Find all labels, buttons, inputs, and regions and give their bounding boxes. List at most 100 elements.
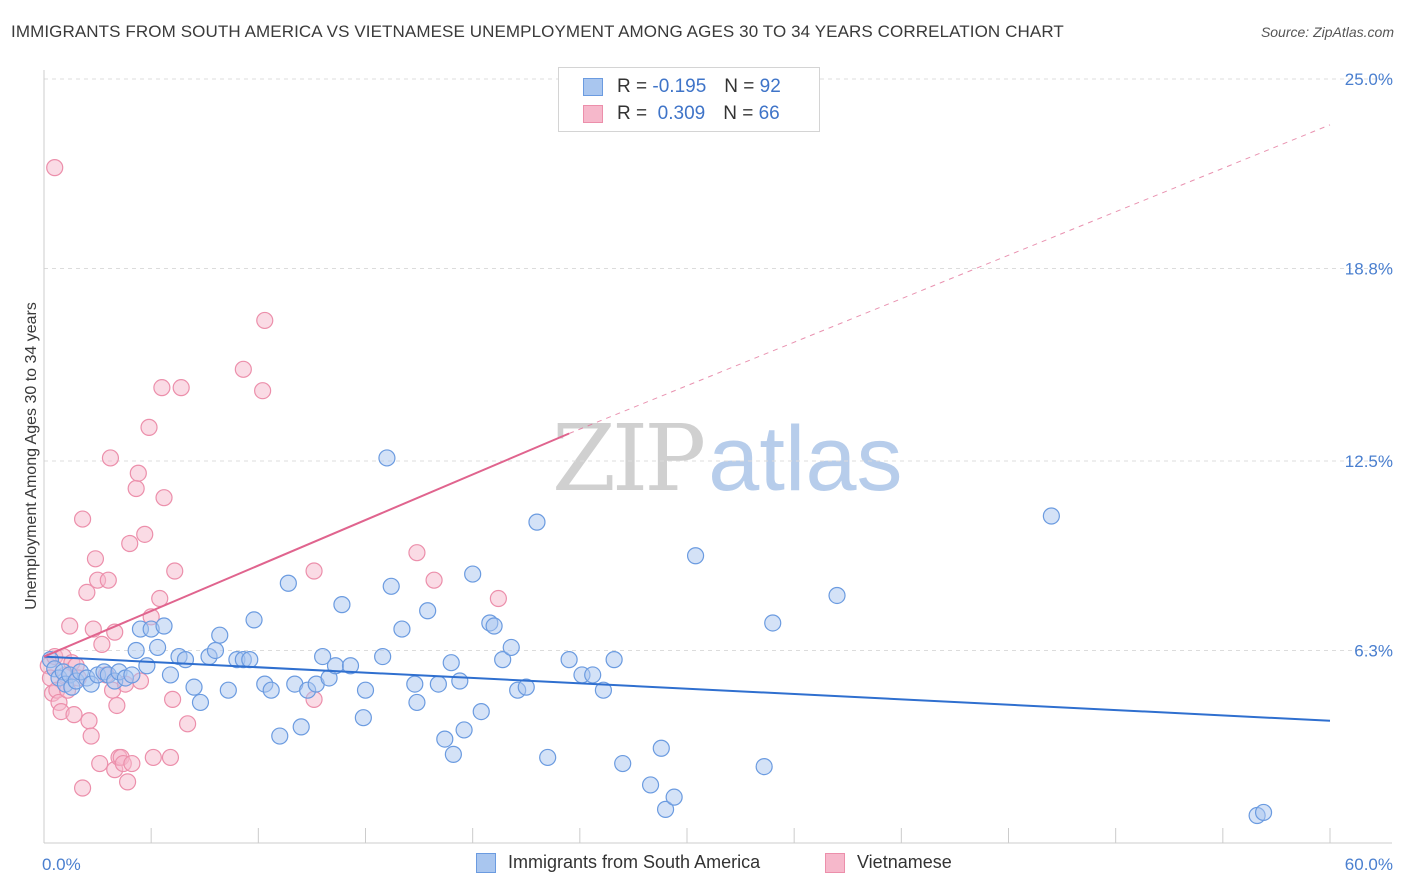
vietnamese-point xyxy=(82,727,100,745)
south-america-point xyxy=(408,693,426,712)
south-america-point xyxy=(584,666,602,684)
watermark-atlas: atlas xyxy=(708,408,903,510)
south-america-point xyxy=(528,513,546,531)
vietnamese-point xyxy=(108,696,126,715)
south-america-point xyxy=(485,617,503,635)
south-america-point xyxy=(641,776,660,794)
legend-r-label: R = xyxy=(617,103,648,124)
y-tick-label: 25.0% xyxy=(1345,70,1393,89)
south-america-point xyxy=(138,657,156,675)
vietnamese-point xyxy=(179,715,197,733)
south-america-point xyxy=(161,666,180,684)
south-america-point xyxy=(686,547,705,565)
vietnamese-point xyxy=(61,617,79,635)
vietnamese-point xyxy=(91,754,109,773)
legend-n-value: 92 xyxy=(759,76,781,97)
vietnamese-point xyxy=(161,748,180,767)
south-america-trend-line xyxy=(43,655,1331,722)
south-america-point xyxy=(605,651,623,669)
south-america-point xyxy=(148,638,167,657)
legend-r-label: R = xyxy=(617,76,648,97)
south-america-point xyxy=(652,739,670,757)
south-america-point xyxy=(374,647,392,666)
south-america-point xyxy=(393,620,411,638)
vietnamese-point xyxy=(155,489,173,507)
south-america-point xyxy=(333,596,351,614)
vietnamese-point xyxy=(73,510,92,528)
vietnamese-point xyxy=(123,754,141,773)
south-america-point xyxy=(271,727,289,745)
south-america-point xyxy=(206,641,225,660)
vietnamese-point xyxy=(164,690,182,708)
vietnamese-point xyxy=(118,773,137,791)
legend-n-value: 66 xyxy=(758,103,780,124)
vietnamese-point xyxy=(93,635,111,653)
south-america-point xyxy=(292,718,310,736)
vietnamese-point xyxy=(489,589,507,608)
vietnamese-point xyxy=(305,562,323,580)
south-america-point xyxy=(429,675,447,693)
south-america-point xyxy=(279,574,297,592)
south-america-point xyxy=(185,678,203,696)
south-america-point xyxy=(656,800,675,818)
south-america-point xyxy=(442,654,460,672)
vietnamese-point xyxy=(80,712,98,730)
south-america-point xyxy=(444,745,462,763)
axes xyxy=(43,70,1392,844)
south-america-point xyxy=(494,651,512,669)
south-america-point xyxy=(539,748,557,767)
south-america-point xyxy=(382,577,400,595)
south-america-point xyxy=(406,675,424,693)
vietnamese-point xyxy=(140,418,158,436)
south-america-point xyxy=(123,666,141,684)
x-tick-label-min: 0.0% xyxy=(42,855,81,874)
correlation-legend: R = -0.195 N = 92 R = 0.309 N = 66 xyxy=(558,67,820,132)
bottom-legend-label: Immigrants from South America xyxy=(508,852,761,872)
y-tick-label: 18.8% xyxy=(1345,259,1393,278)
vietnamese-point xyxy=(73,779,92,797)
vietnamese-points xyxy=(39,159,507,797)
bottom-legend-vietnamese: Vietnamese xyxy=(825,852,952,873)
x-tick-label-max: 60.0% xyxy=(1345,855,1393,874)
watermark: ZIPatlas xyxy=(552,405,903,512)
vietnamese-point xyxy=(101,449,120,467)
south-america-points xyxy=(41,449,1273,825)
vietnamese-point xyxy=(256,311,274,330)
vietnamese-point xyxy=(153,379,171,397)
south-america-point xyxy=(455,721,473,739)
vietnamese-point xyxy=(254,382,272,400)
y-tick-label: 6.3% xyxy=(1354,641,1393,660)
south-america-point xyxy=(155,617,173,635)
vietnamese-point xyxy=(129,464,147,482)
vietnamese-point xyxy=(78,583,96,602)
south-america-point xyxy=(1042,507,1060,525)
south-america-point xyxy=(314,647,332,666)
bottom-legend-south-america: Immigrants from South America xyxy=(476,852,760,873)
y-tick-labels: 6.3% 12.5% 18.8% 25.0% xyxy=(1345,70,1393,660)
legend-row-south-america: R = -0.195 N = 92 xyxy=(583,75,781,99)
south-america-point xyxy=(560,651,578,669)
vietnamese-point xyxy=(127,479,145,498)
x-ticks xyxy=(150,828,1331,843)
legend-n-label: N = xyxy=(723,103,754,124)
south-america-point xyxy=(755,757,773,776)
bottom-legend-label: Vietnamese xyxy=(857,852,952,872)
vietnamese-point xyxy=(425,571,443,589)
south-america-point xyxy=(828,586,846,605)
bottom-legend-swatch-blue xyxy=(476,852,496,873)
vietnamese-point xyxy=(172,379,190,397)
legend-row-vietnamese: R = 0.309 N = 66 xyxy=(583,102,780,126)
vietnamese-point xyxy=(136,525,154,543)
vietnamese-point xyxy=(234,360,252,378)
chart-title: IMMIGRANTS FROM SOUTH AMERICA VS VIETNAM… xyxy=(11,22,1064,41)
south-america-point xyxy=(472,702,490,721)
south-america-point xyxy=(451,672,469,690)
vietnamese-point xyxy=(166,562,184,580)
legend-r-value: 0.309 xyxy=(657,103,706,124)
legend-swatch-pink xyxy=(583,105,603,123)
source-label: Source: ZipAtlas.com xyxy=(1260,24,1394,40)
watermark-zip: ZIP xyxy=(552,405,706,512)
vietnamese-point xyxy=(121,534,139,553)
south-america-point xyxy=(354,709,372,727)
